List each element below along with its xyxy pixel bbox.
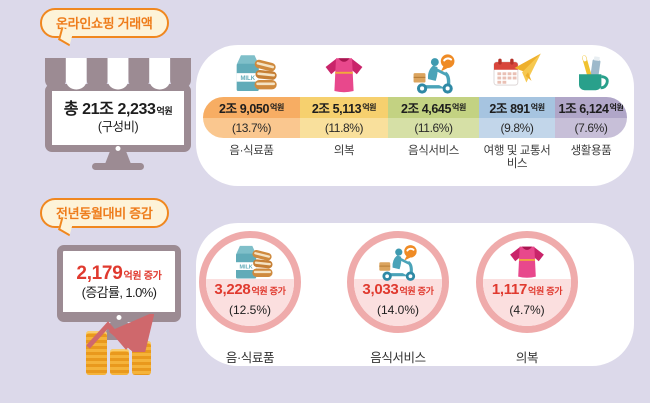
- monitor-stand: [105, 152, 131, 164]
- total-change-amount: 2,179억원 증가: [76, 262, 162, 284]
- change-rate-caption: (증감률, 1.0%): [81, 285, 157, 301]
- category-row: 2조 9,050 억원 (13.7%) 음·식료품 2조 5,113 억원 (11.…: [203, 51, 627, 171]
- milk-cookies-icon: [203, 51, 300, 97]
- monitor-base: [92, 163, 144, 170]
- category-clothing-label: 의복: [333, 145, 355, 157]
- change-circle-food: 3,228억원 증가 (12.5%): [199, 231, 301, 333]
- category-clothing: 2조 5,113 억원 (11.8%) 의복: [300, 51, 388, 171]
- change-item-food: 3,228억원 증가 (12.5%) 음·식료품: [199, 231, 301, 366]
- transaction-panel: 2조 9,050 억원 (13.7%) 음·식료품 2조 5,113 억원 (11.…: [196, 45, 634, 186]
- category-food-service: 2조 4,645 억원 (11.6%) 음식서비스: [388, 51, 479, 171]
- change-circle-food-service: 3,033억원 증가 (14.0%): [347, 231, 449, 333]
- total-amount-screen: 총 21조 2,233억원 (구성비): [45, 84, 191, 152]
- storefront-awning-icon: [45, 58, 191, 90]
- change-item-food-service: 3,033억원 증가 (14.0%) 음식서비스: [347, 231, 449, 366]
- trend-arrow-icon: [86, 314, 154, 352]
- category-food-label: 음·식료품: [229, 145, 274, 157]
- category-household: 1조 6,124 억원 (7.6%) 생활용품: [555, 51, 627, 171]
- tshirt-icon: [505, 242, 549, 282]
- cup-toiletries-icon: [555, 51, 627, 97]
- change-circle-clothing: 1,117억원 증가 (4.7%): [476, 231, 578, 333]
- category-travel-label: 여행 및 교통서비스: [483, 145, 551, 171]
- category-clothing-pill: 2조 5,113 억원 (11.8%): [300, 97, 388, 138]
- change-panel: 3,228억원 증가 (12.5%) 음·식료품 3,033억원 증가 (14.…: [196, 223, 634, 366]
- section-badge-change: 전년동월대비 증감: [40, 198, 169, 228]
- category-food-service-pill: 2조 4,645 억원 (11.6%): [388, 97, 479, 138]
- section-badge-transactions: 온라인쇼핑 거래액: [40, 8, 169, 38]
- storefront-monitor: 총 21조 2,233억원 (구성비): [45, 58, 191, 178]
- category-household-pill: 1조 6,124 억원 (7.6%): [555, 97, 627, 138]
- section-badge-transactions-label: 온라인쇼핑 거래액: [56, 16, 153, 31]
- delivery-scooter-icon: [372, 242, 424, 284]
- change-monitor: 2,179억원 증가 (증감률, 1.0%): [57, 245, 203, 380]
- change-item-clothing: 1,117억원 증가 (4.7%) 의복: [476, 231, 578, 366]
- change-item-food-label: 음·식료품: [225, 351, 275, 365]
- total-transaction-amount: 총 21조 2,233억원: [63, 101, 173, 119]
- circle-fill: [206, 279, 294, 326]
- tshirt-icon: [300, 51, 388, 97]
- category-food-service-label: 음식서비스: [408, 145, 459, 157]
- calendar-airplane-icon: [479, 51, 555, 97]
- amount-unit: 억원: [156, 106, 173, 117]
- monitor-dot: [115, 146, 121, 151]
- milk-cookies-icon: [225, 242, 275, 284]
- change-amount-screen: 2,179억원 증가 (증감률, 1.0%): [57, 245, 181, 322]
- change-item-clothing-label: 의복: [515, 351, 539, 365]
- section-badge-change-label: 전년동월대비 증감: [56, 206, 153, 221]
- category-food-pill: 2조 9,050 억원 (13.7%): [203, 97, 300, 138]
- delivery-scooter-icon: [388, 51, 479, 97]
- category-food: 2조 9,050 억원 (13.7%) 음·식료품: [203, 51, 300, 171]
- coin-stack-icon: [110, 349, 129, 375]
- category-travel-pill: 2조 891 억원 (9.8%): [479, 97, 555, 138]
- circle-fill: [354, 279, 442, 326]
- composition-caption: (구성비): [97, 120, 139, 135]
- category-household-label: 생활용품: [570, 145, 612, 157]
- category-travel: 2조 891 억원 (9.8%) 여행 및 교통서비스: [479, 51, 555, 171]
- circle-fill: [483, 279, 571, 326]
- change-item-food-service-label: 음식서비스: [370, 351, 426, 365]
